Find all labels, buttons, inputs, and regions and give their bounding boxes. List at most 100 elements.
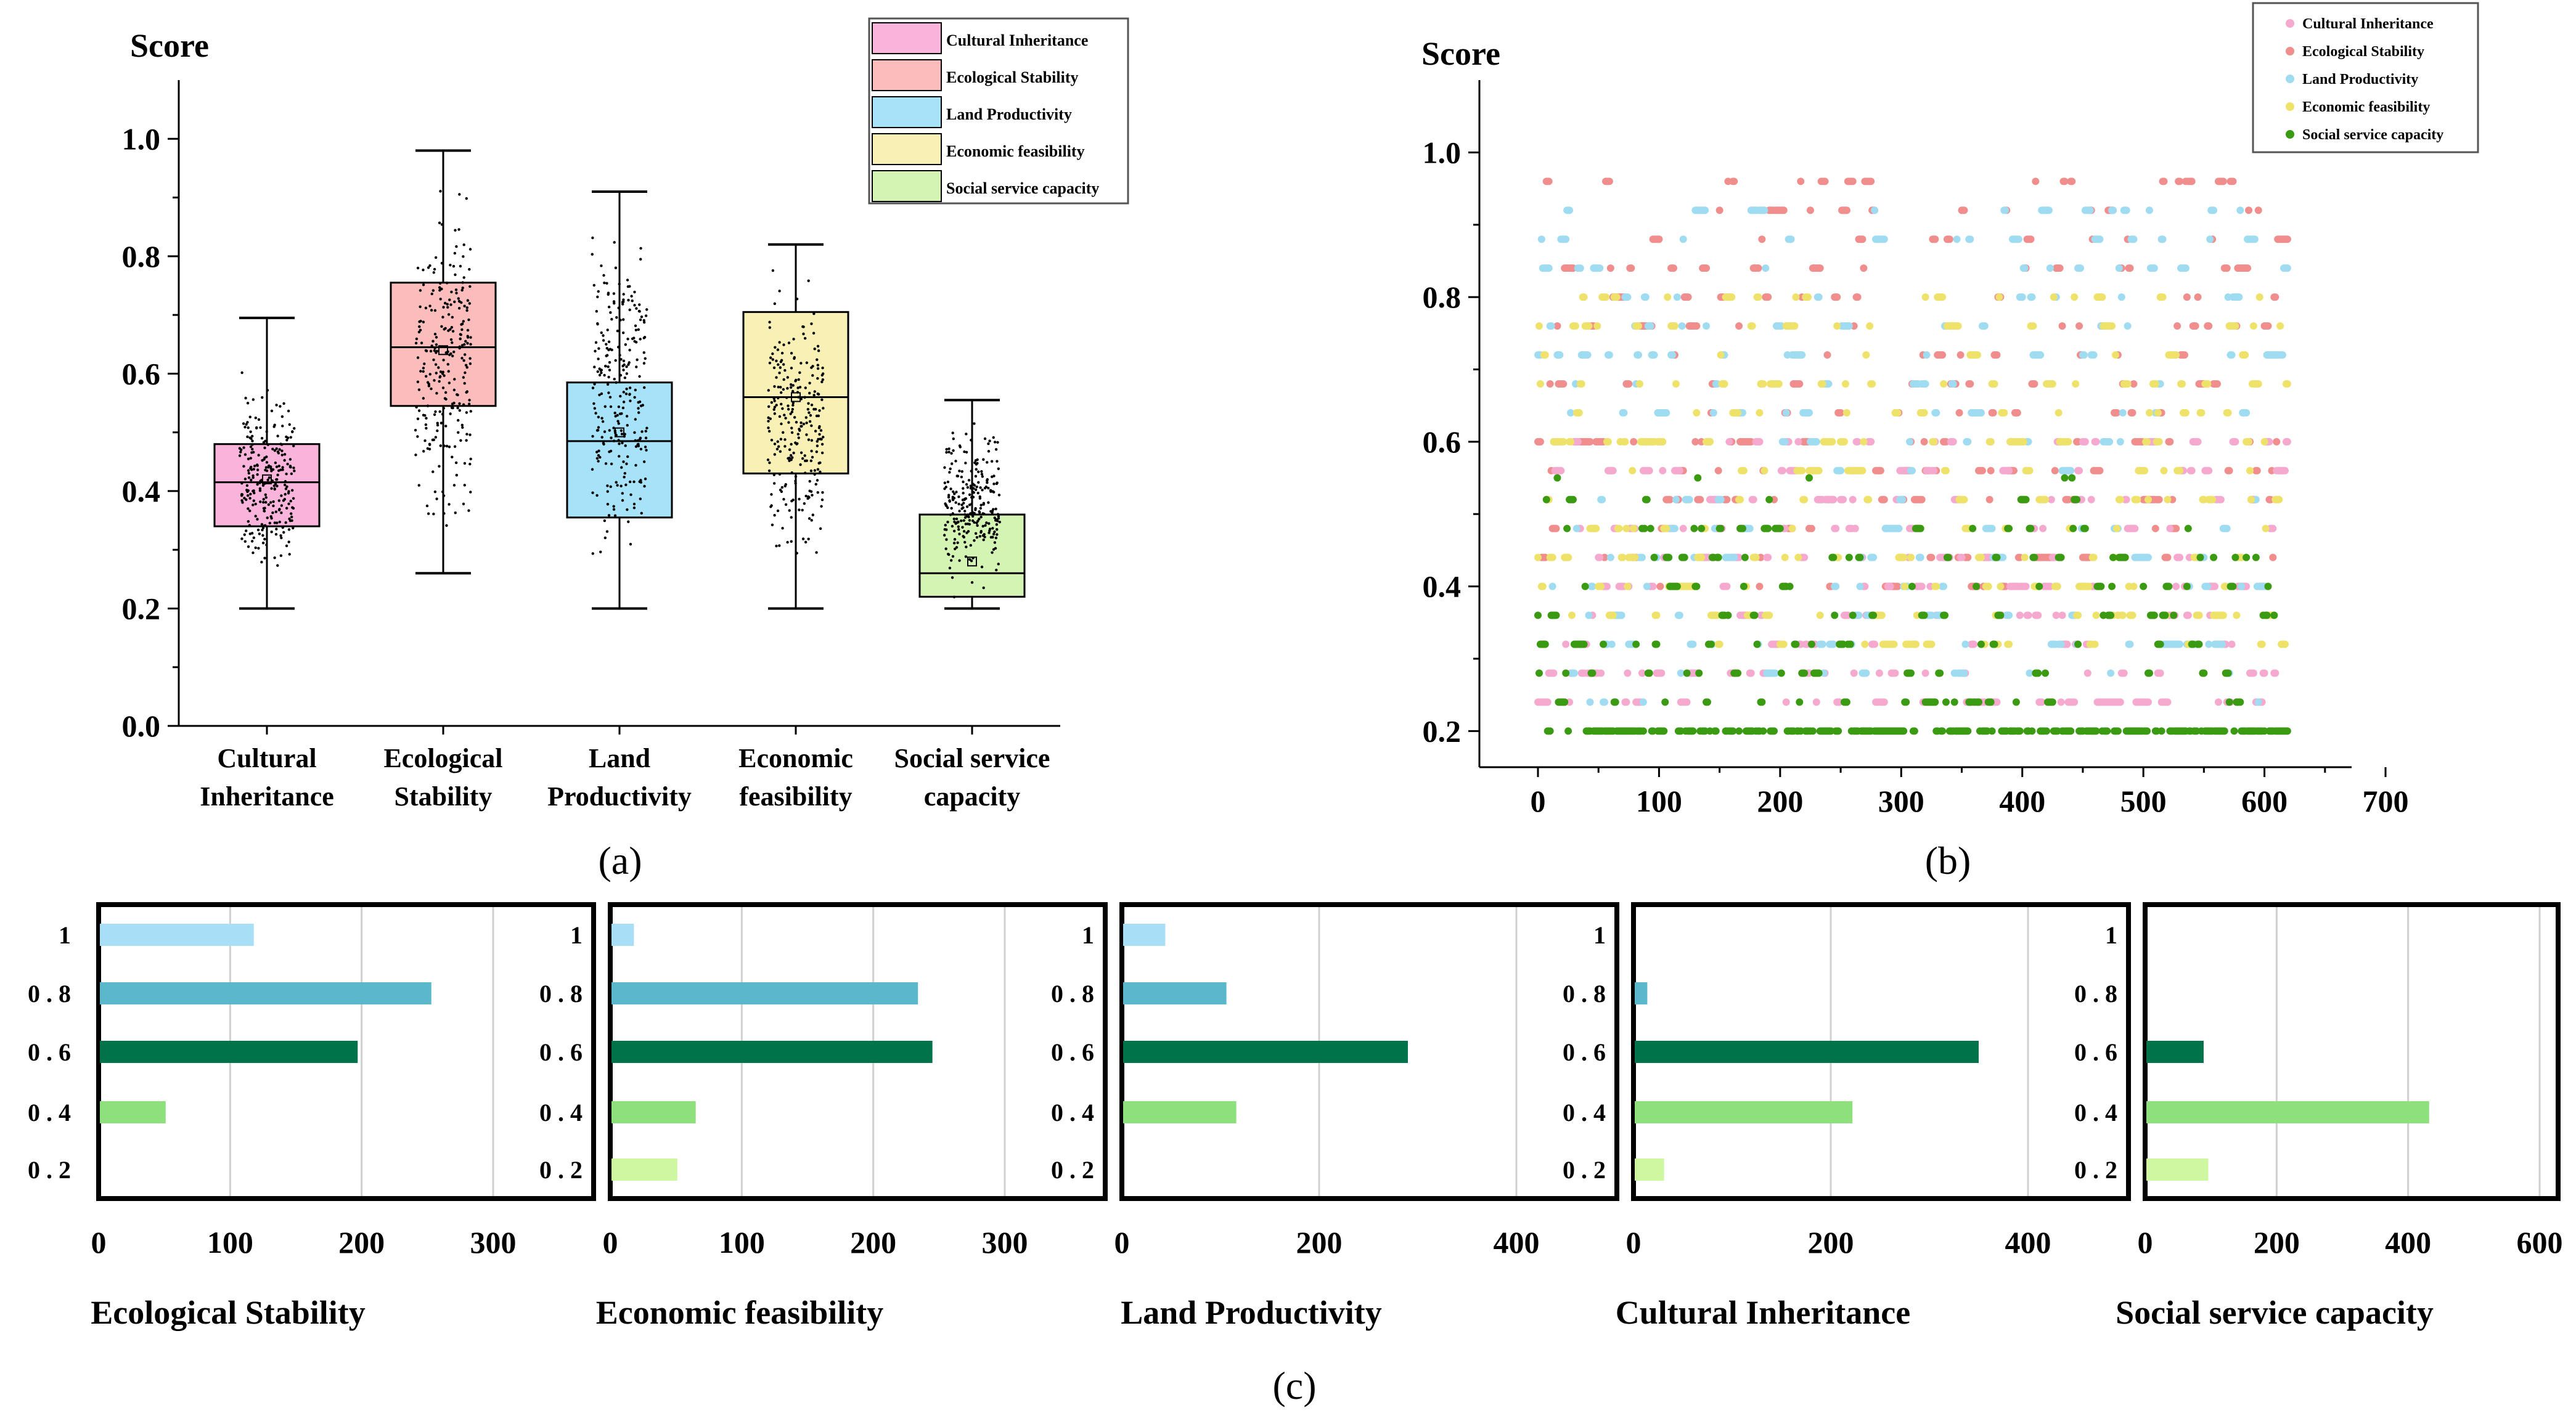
scatter-point — [2140, 582, 2148, 590]
jitter-point — [468, 267, 471, 271]
jitter-point — [466, 299, 470, 302]
jitter-point — [816, 440, 819, 443]
scatter-point — [1585, 611, 1593, 619]
scatter-point — [1548, 553, 1556, 561]
jitter-point — [632, 336, 636, 340]
jitter-point — [958, 510, 961, 513]
jitter-point — [440, 287, 443, 291]
scatter-point — [1990, 640, 1998, 648]
jitter-point — [422, 320, 425, 324]
scatter-point — [2106, 438, 2114, 446]
scatter-point — [2145, 495, 2152, 503]
scatter-point — [1894, 409, 1902, 417]
scatter-point — [2260, 669, 2268, 677]
jitter-point — [623, 471, 627, 475]
jitter-point — [600, 392, 603, 396]
jitter-point — [810, 449, 813, 453]
jitter-point — [776, 509, 780, 513]
y-tick-label: 0 . 4 — [2074, 1099, 2117, 1126]
scatter-point — [2074, 611, 2082, 619]
jitter-point — [969, 544, 973, 547]
jitter-point — [773, 412, 777, 415]
jitter-point — [433, 490, 437, 494]
jitter-point — [615, 481, 618, 484]
scatter-point — [2235, 293, 2243, 301]
jitter-point — [814, 430, 817, 433]
jitter-point — [767, 420, 770, 423]
scatter-point — [2231, 322, 2239, 330]
scatter-point — [2249, 322, 2257, 330]
jitter-point — [978, 511, 981, 514]
jitter-point — [425, 417, 428, 420]
jitter-point — [962, 492, 965, 495]
jitter-point — [466, 335, 469, 338]
x-tick-label: 600 — [2241, 784, 2288, 818]
scatter-point — [1845, 322, 1853, 330]
jitter-point — [801, 537, 805, 540]
scatter-point — [1939, 293, 1947, 301]
jitter-point — [289, 436, 292, 439]
scatter-point — [2245, 438, 2253, 446]
jitter-point — [469, 343, 472, 346]
jitter-point — [986, 461, 989, 464]
jitter-point — [449, 338, 453, 341]
jitter-point — [416, 266, 420, 270]
scatter-point — [1862, 669, 1870, 677]
scatter-point — [1798, 466, 1806, 474]
bar — [1635, 1101, 1853, 1123]
jitter-point — [991, 535, 994, 539]
scatter-point — [2121, 553, 2129, 561]
scatter-point — [1816, 264, 1824, 272]
scatter-point — [2111, 351, 2119, 359]
jitter-point — [613, 514, 617, 517]
jitter-point — [639, 497, 642, 500]
scatter-point — [1539, 582, 1547, 590]
x-tick-label: 400 — [2385, 1225, 2431, 1260]
jitter-point — [620, 466, 623, 469]
jitter-point — [802, 332, 805, 336]
jitter-point — [956, 474, 960, 478]
jitter-point — [989, 490, 992, 493]
scatter-point — [1796, 380, 1804, 388]
jitter-point — [779, 391, 783, 394]
jitter-point — [770, 438, 774, 442]
scatter-point — [2269, 524, 2277, 532]
jitter-point — [436, 423, 440, 427]
jitter-point — [775, 447, 779, 451]
jitter-point — [441, 413, 444, 416]
scatter-point — [1672, 495, 1680, 503]
scatter-point — [1753, 640, 1761, 648]
legend-swatch — [872, 59, 942, 91]
jitter-point — [975, 485, 978, 489]
scatter-point — [1677, 669, 1685, 677]
jitter-point — [961, 526, 964, 529]
jitter-point — [948, 566, 952, 569]
jitter-point — [263, 446, 266, 450]
scatter-point — [1566, 206, 1574, 214]
jitter-point — [609, 311, 612, 314]
jitter-point — [963, 510, 967, 513]
jitter-point — [960, 507, 963, 510]
scatter-point — [1759, 727, 1767, 735]
jitter-point — [981, 488, 984, 492]
jitter-point — [814, 482, 817, 486]
scatter-point — [1759, 380, 1767, 388]
jitter-point — [795, 298, 799, 301]
jitter-point — [784, 417, 787, 420]
scatter-point — [1846, 640, 1854, 648]
jitter-point — [635, 307, 638, 310]
jitter-point — [622, 298, 625, 301]
jitter-point — [469, 336, 472, 339]
jitter-point — [970, 581, 974, 584]
jitter-point — [621, 492, 624, 495]
scatter-point — [2269, 553, 2277, 561]
jitter-point — [276, 564, 279, 567]
jitter-point — [819, 438, 822, 441]
jitter-point — [254, 546, 257, 550]
y-tick-label: 0 . 4 — [1051, 1099, 1094, 1126]
jitter-point — [774, 346, 777, 349]
jitter-point — [797, 436, 800, 439]
scatter-point — [1899, 495, 1907, 503]
scatter-point — [1953, 235, 1961, 243]
